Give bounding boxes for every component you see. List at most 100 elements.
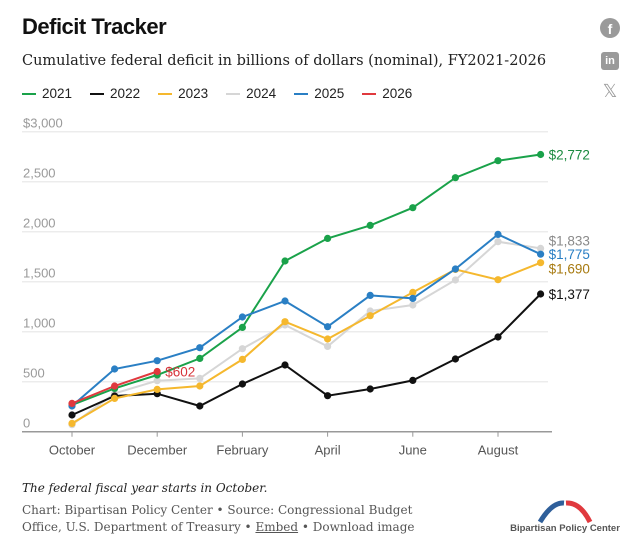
data-point-2022 [537,290,545,298]
data-point-2025 [111,365,119,373]
x-tick-label: August [478,443,519,458]
data-point-2021 [281,257,289,265]
data-point-2024 [196,374,204,382]
legend-swatch [90,92,105,95]
data-point-2023 [324,335,332,343]
legend-item-2025[interactable]: 2025 [294,86,344,101]
data-point-2022 [238,380,246,388]
series-line-2021 [71,153,541,406]
y-tick-label: 1,000 [23,316,56,331]
data-point-2021 [409,204,417,212]
legend-swatch [226,92,241,95]
data-point-2022 [196,402,204,410]
data-point-2025 [366,291,374,299]
data-point-2021 [537,150,545,159]
y-tick-label: 0 [23,416,30,431]
data-point-2023 [366,312,374,320]
data-point-2022 [494,333,502,341]
data-point-2025 [324,323,332,331]
y-tick-label: $3,000 [23,116,63,131]
data-point-2021 [238,323,246,331]
legend-label: 2022 [110,86,141,101]
data-point-2021 [324,234,332,242]
data-point-2025 [238,313,246,321]
linkedin-icon[interactable]: in [599,49,621,71]
legend-item-2022[interactable]: 2022 [90,86,140,101]
legend-item-2026[interactable]: 2026 [362,86,412,101]
facebook-glyph: f [600,18,620,38]
data-point-2024 [153,377,161,385]
legend-label: 2021 [42,86,73,101]
footnote: The federal fiscal year starts in Octobe… [22,481,268,495]
end-label-2026: $602 [165,365,195,380]
end-label-2023: $1,690 [549,262,590,277]
data-point-2024 [494,238,502,246]
data-point-2023 [494,276,502,284]
x-glyph: 𝕏 [602,81,618,101]
data-point-2024 [451,276,459,284]
data-point-2024 [238,345,246,353]
data-point-2025 [409,294,417,302]
x-tick-label: December [127,443,188,458]
logo-text: Bipartisan Policy Center [510,523,620,534]
data-point-2023 [68,419,76,427]
x-tick-label: February [216,443,269,458]
data-point-2023 [153,385,161,393]
data-point-2023 [281,318,289,326]
data-point-2022 [451,355,459,363]
legend-item-2024[interactable]: 2024 [226,86,276,101]
end-label-2024: $1,833 [549,233,590,248]
y-tick-label: 2,500 [23,166,56,181]
legend-label: 2023 [178,86,209,101]
download-image-link[interactable]: Download image [312,520,415,534]
facebook-icon[interactable]: f [599,18,621,40]
x-tick-label: October [49,443,96,458]
legend-swatch [22,92,36,95]
data-point-2025 [494,230,502,238]
data-point-2025 [537,250,545,258]
legend-swatch [294,92,309,95]
legend-label: 2026 [382,86,413,101]
source-prefix: Chart: Bipartisan Policy Center • Source… [22,503,413,534]
series-line-2025 [71,233,542,407]
chart-title: Deficit Tracker [22,14,167,39]
end-label-2021: $2,772 [549,148,590,163]
separator: • [298,520,313,534]
legend-label: 2025 [314,86,345,101]
data-point-2026 [68,399,76,407]
legend-item-2021[interactable]: 2021 [22,86,72,101]
data-point-2021 [366,221,374,229]
data-point-2025 [451,265,459,273]
x-tick-label: April [315,443,341,458]
legend-label: 2024 [246,86,277,101]
data-point-2023 [238,355,246,363]
data-point-2023 [537,259,545,267]
data-point-2024 [537,244,545,252]
bridge-logo-icon [537,500,593,524]
end-label-2022: $1,377 [549,287,590,302]
legend: 2021 2022 2023 2024 2025 2026 [22,86,412,101]
data-point-2022 [68,411,76,419]
data-point-2021 [494,157,502,165]
y-tick-label: 1,500 [23,266,56,281]
series-line-2024 [71,240,541,426]
embed-link[interactable]: Embed [255,520,299,534]
data-point-2023 [196,382,204,390]
data-point-2026 [111,382,119,390]
data-point-2023 [409,288,417,296]
legend-swatch [158,92,173,95]
y-tick-label: 500 [23,366,45,381]
data-point-2024 [409,301,417,309]
data-point-2026 [153,367,161,376]
data-point-2025 [153,357,161,365]
chart-subtitle: Cumulative federal deficit in billions o… [22,53,547,69]
x-icon[interactable]: 𝕏 [599,80,621,102]
y-tick-label: 2,000 [23,216,56,231]
data-point-2022 [324,392,332,400]
source-text: Chart: Bipartisan Policy Center • Source… [22,502,452,536]
legend-item-2023[interactable]: 2023 [158,86,208,101]
line-chart: 0 500 1,000 1,500 2,000 2,500 $3,000 October Dec… [22,116,590,458]
data-point-2022 [409,376,417,384]
x-tick-label: June [399,443,427,458]
end-label-2025: $1,775 [549,247,590,262]
